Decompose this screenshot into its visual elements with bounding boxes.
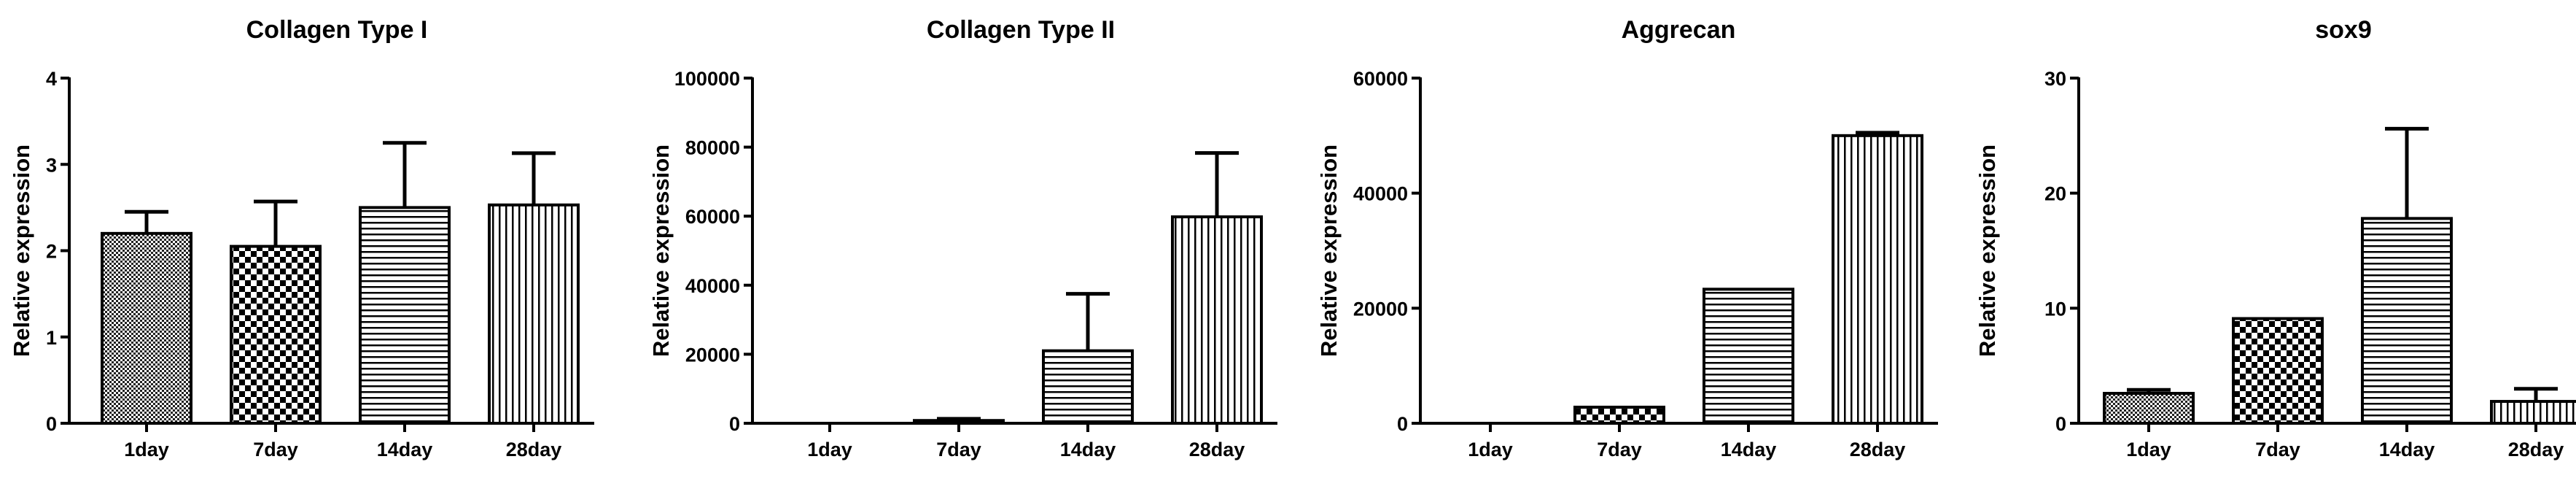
x-tick-label: 14day: [1060, 439, 1116, 460]
x-tick-label: 7day: [1597, 439, 1642, 460]
bar-14day: [1703, 288, 1794, 425]
x-tick-label: 14day: [1721, 439, 1777, 460]
x-tick-label: 1day: [807, 439, 852, 460]
bar-28day: [2490, 400, 2576, 425]
x-tick-label: 7day: [2255, 439, 2300, 460]
y-tick-label: 0: [1397, 413, 1408, 435]
y-tick-label: 2: [46, 241, 57, 263]
x-tick-label: 28day: [1850, 439, 1906, 460]
x-tick-label: 14day: [2379, 439, 2435, 460]
y-tick-label: 1: [46, 327, 57, 349]
y-tick-label: 30: [2044, 68, 2066, 90]
y-tick-label: 60000: [685, 206, 740, 228]
y-tick-label: 20000: [1353, 298, 1408, 320]
chart-title: Collagen Type II: [927, 16, 1115, 44]
chart-title: Aggrecan: [1622, 16, 1736, 44]
y-tick-label: 4: [46, 68, 57, 90]
chart-title: sox9: [2315, 16, 2372, 44]
y-tick-label: 60000: [1353, 68, 1408, 90]
y-tick-label: 40000: [1353, 183, 1408, 205]
bar-1day: [2103, 392, 2195, 425]
y-axis-label: Relative expression: [648, 144, 674, 357]
bar-14day: [359, 206, 451, 425]
chart-panel-4: sox9 Relative expression 0 10 20 30 1day 7day 14…: [1974, 16, 2576, 460]
x-tick-label: 7day: [253, 439, 298, 460]
bar-28day: [1832, 134, 1923, 425]
y-tick-label: 10: [2044, 298, 2066, 320]
y-tick-label: 0: [46, 413, 57, 435]
y-tick-label: 40000: [685, 275, 740, 297]
y-tick-label: 20: [2044, 183, 2066, 205]
chart-panel-2: Collagen Type II Relative expression 0 2000…: [648, 16, 1277, 460]
x-tick-label: 14day: [377, 439, 433, 460]
x-tick-label: 1day: [124, 439, 169, 460]
x-tick-label: 28day: [1189, 439, 1245, 460]
chart-panel-1: Collagen Type I Relative expression 0 1 2 3 4 1…: [9, 16, 594, 460]
y-tick-label: 3: [46, 154, 57, 176]
bar-1day: [101, 231, 192, 425]
bar-14day: [2361, 217, 2453, 425]
chart-panel-3: Aggrecan Relative expression 0 20000 40000 60…: [1316, 16, 1938, 460]
x-tick-label: 28day: [2508, 439, 2564, 460]
chart-title: Collagen Type I: [246, 16, 428, 44]
y-axis-label: Relative expression: [9, 144, 34, 357]
y-tick-label: 20000: [685, 344, 740, 366]
x-tick-label: 7day: [936, 439, 981, 460]
y-tick-label: 80000: [685, 137, 740, 159]
y-axis-label: Relative expression: [1974, 144, 2000, 357]
bar-7day: [1573, 405, 1665, 425]
bar-7day: [230, 244, 322, 425]
y-tick-label: 0: [2055, 413, 2066, 435]
bar-14day: [1042, 349, 1134, 425]
y-tick-label: 0: [729, 413, 740, 435]
y-axis-label: Relative expression: [1316, 144, 1342, 357]
bar-7day: [913, 419, 1005, 425]
bar-28day: [488, 203, 580, 425]
y-tick-label: 100000: [674, 68, 740, 90]
x-tick-label: 28day: [506, 439, 562, 460]
x-tick-label: 1day: [2126, 439, 2171, 460]
x-tick-label: 1day: [1468, 439, 1513, 460]
bar-7day: [2232, 317, 2324, 425]
bar-28day: [1171, 215, 1263, 425]
